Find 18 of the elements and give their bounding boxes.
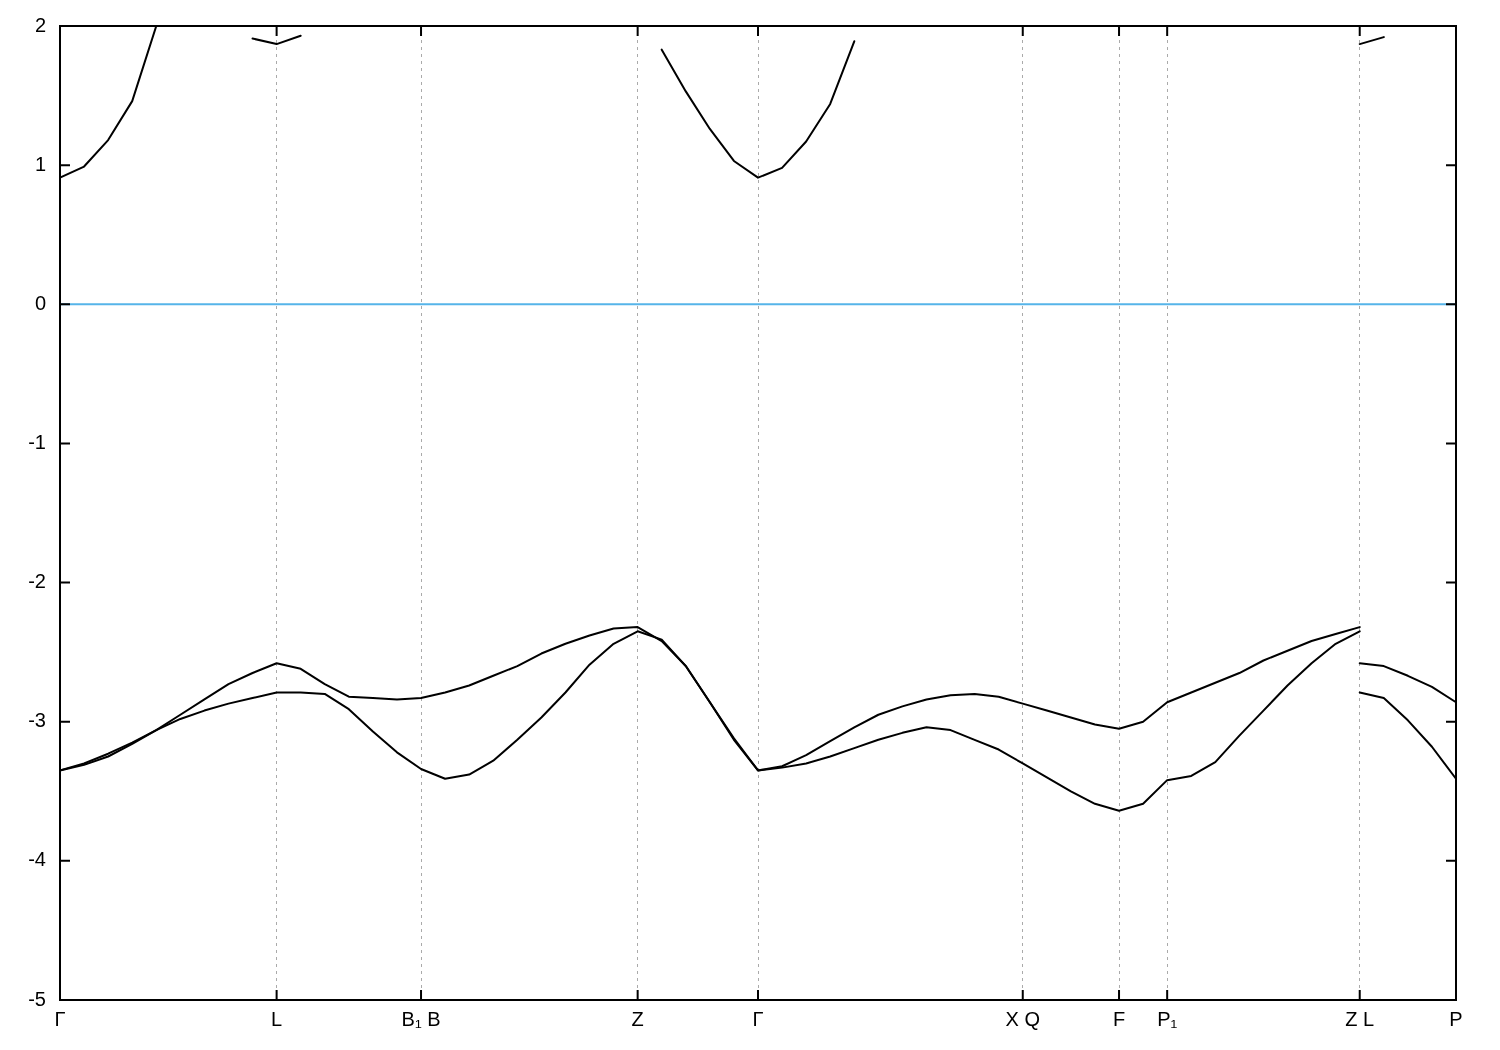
y-tick-label: -1 (28, 430, 46, 453)
x-tick-label: L (271, 1007, 283, 1030)
x-tick-label: B₁ B (401, 1007, 441, 1030)
y-tick-label: 2 (34, 13, 46, 36)
x-tick-label: Z (631, 1007, 644, 1030)
x-tick-label: Γ (752, 1007, 764, 1030)
y-tick-label: -4 (28, 848, 46, 871)
x-tick-label: F (1112, 1007, 1126, 1030)
y-tick-label: 0 (34, 291, 46, 314)
y-tick-label: -2 (28, 570, 46, 593)
x-tick-label: Γ (54, 1007, 66, 1030)
x-tick-label: P₁ (1157, 1007, 1178, 1030)
y-tick-label: 1 (34, 152, 46, 175)
y-tick-label: -3 (28, 709, 46, 732)
x-tick-label: P (1449, 1007, 1463, 1030)
y-tick-label: -5 (28, 987, 46, 1010)
x-tick-label: Z L (1345, 1007, 1375, 1030)
x-tick-label: X Q (1005, 1007, 1040, 1030)
